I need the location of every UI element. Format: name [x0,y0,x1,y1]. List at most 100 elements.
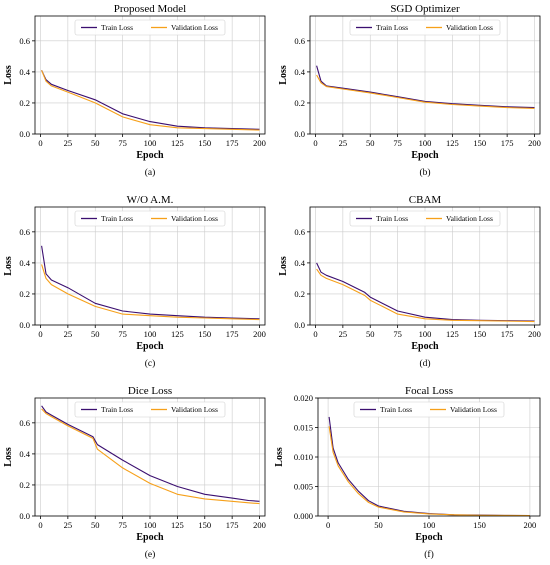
y-tick-label: 0.005 [294,482,313,492]
legend-label-train: Train Loss [101,23,133,32]
x-tick-label: 100 [144,138,157,148]
x-tick-label: 175 [226,329,239,339]
validation-loss-line [316,74,535,109]
panel-caption: (c) [145,358,156,369]
y-tick-label: 0.4 [19,449,30,459]
x-tick-label: 25 [339,138,348,148]
y-tick-label: 0.2 [294,98,305,108]
y-tick-label: 0.2 [19,480,30,490]
y-tick-label: 0.010 [294,452,313,462]
y-tick-label: 0.4 [19,258,30,268]
validation-loss-line [328,426,530,517]
y-tick-label: 0.6 [19,418,30,428]
x-tick-label: 200 [524,520,537,530]
x-tick-label: 125 [446,329,459,339]
legend-label-train: Train Loss [376,214,408,223]
y-tick-label: 0.4 [294,67,305,77]
train-loss-line [316,262,535,322]
y-tick-label: 0.4 [19,67,30,77]
legend-label-validation: Validation Loss [446,23,493,32]
legend: Train Loss Validation Loss [349,210,501,227]
y-tick-label: 0.2 [294,289,305,299]
x-tick-label: 200 [253,138,266,148]
x-tick-label: 125 [446,138,459,148]
x-tick-label: 50 [366,329,375,339]
x-tick-label: 0 [38,138,42,148]
x-tick-label: 175 [501,138,514,148]
y-tick-label: 0.0 [19,129,30,139]
chart-title: SGD Optimizer [390,3,460,15]
chart-panel-cbam: 0 25 50 75 100 125 150 175 200 0.0 0.2 0.4 0.6 Train … [278,194,541,369]
chart-panel-focal-loss: 0 50 100 150 200 0.000 0.005 0.010 0.015 0.020 Tra… [274,385,541,560]
panel-caption: (b) [419,167,430,178]
y-tick-label: 0.015 [294,423,313,433]
chart-title: Dice Loss [128,385,172,397]
legend: Train Loss Validation Loss [349,19,501,36]
chart-panel-dice-loss: 0 25 50 75 100 125 150 175 200 0.0 0.2 0.4 0.6 Train … [3,385,266,560]
train-loss-line [328,416,530,517]
chart-panel-wo-am: 0 25 50 75 100 125 150 175 200 0.0 0.2 0.4 0.6 Train … [3,194,266,369]
x-tick-label: 150 [198,520,211,530]
y-tick-label: 0.020 [294,393,313,403]
plot-frame [34,206,266,326]
legend-box [74,210,226,227]
x-tick-label: 75 [118,329,127,339]
legend-label-validation: Validation Loss [450,405,497,414]
legend-label-train: Train Loss [101,214,133,223]
x-tick-label: 50 [374,520,383,530]
x-axis-label: Epoch [411,341,439,352]
chart-panel-proposed-model: 0 25 50 75 100 125 150 175 200 0.0 0.2 0.4 0.6 Train … [3,3,266,178]
chart-title: W/O A.M. [127,194,174,206]
y-tick-label: 0.000 [294,511,313,521]
x-tick-label: 50 [91,520,100,530]
chart-title: Focal Loss [405,385,453,397]
x-tick-label: 200 [253,520,266,530]
train-loss-line [316,65,535,109]
x-tick-label: 150 [473,329,486,339]
y-tick-label: 0.2 [19,98,30,108]
y-tick-label: 0.4 [294,258,305,268]
x-tick-label: 150 [198,138,211,148]
legend-box [74,19,226,36]
legend-box [353,401,505,418]
legend-label-train: Train Loss [376,23,408,32]
chart-title: CBAM [409,194,442,206]
legend-box [349,19,501,36]
x-axis-label: Epoch [136,150,164,161]
legend-label-validation: Validation Loss [171,405,218,414]
x-tick-label: 25 [339,329,348,339]
x-axis-label: Epoch [411,150,439,161]
y-tick-label: 0.0 [294,320,305,330]
x-axis-label: Epoch [136,532,164,543]
y-axis-label: Loss [3,447,14,467]
x-axis-label: Epoch [415,532,443,543]
legend-label-train: Train Loss [101,405,133,414]
train-loss-line [41,70,260,130]
y-axis-label: Loss [3,256,14,276]
plot-frame [34,15,266,135]
x-tick-label: 100 [419,138,432,148]
x-tick-label: 200 [253,329,266,339]
plot-frame [34,397,266,517]
legend-label-validation: Validation Loss [171,23,218,32]
plot-frame [309,206,541,326]
x-tick-label: 100 [144,329,157,339]
x-tick-label: 150 [473,138,486,148]
legend-label-train: Train Loss [380,405,412,414]
train-loss-line [41,245,260,320]
chart-panel-sgd-optimizer: 0 25 50 75 100 125 150 175 200 0.0 0.2 0.4 0.6 Train … [278,3,541,178]
train-loss-line [41,405,260,502]
panel-caption: (f) [424,549,434,560]
x-tick-label: 75 [393,329,402,339]
y-axis-label: Loss [3,65,14,85]
x-tick-label: 0 [326,520,330,530]
x-tick-label: 50 [366,138,375,148]
legend-box [349,210,501,227]
chart-title: Proposed Model [114,3,186,15]
x-tick-label: 25 [64,520,73,530]
y-axis-label: Loss [278,65,289,85]
y-axis-label: Loss [274,447,285,467]
x-tick-label: 75 [118,138,127,148]
y-tick-label: 0.0 [294,129,305,139]
